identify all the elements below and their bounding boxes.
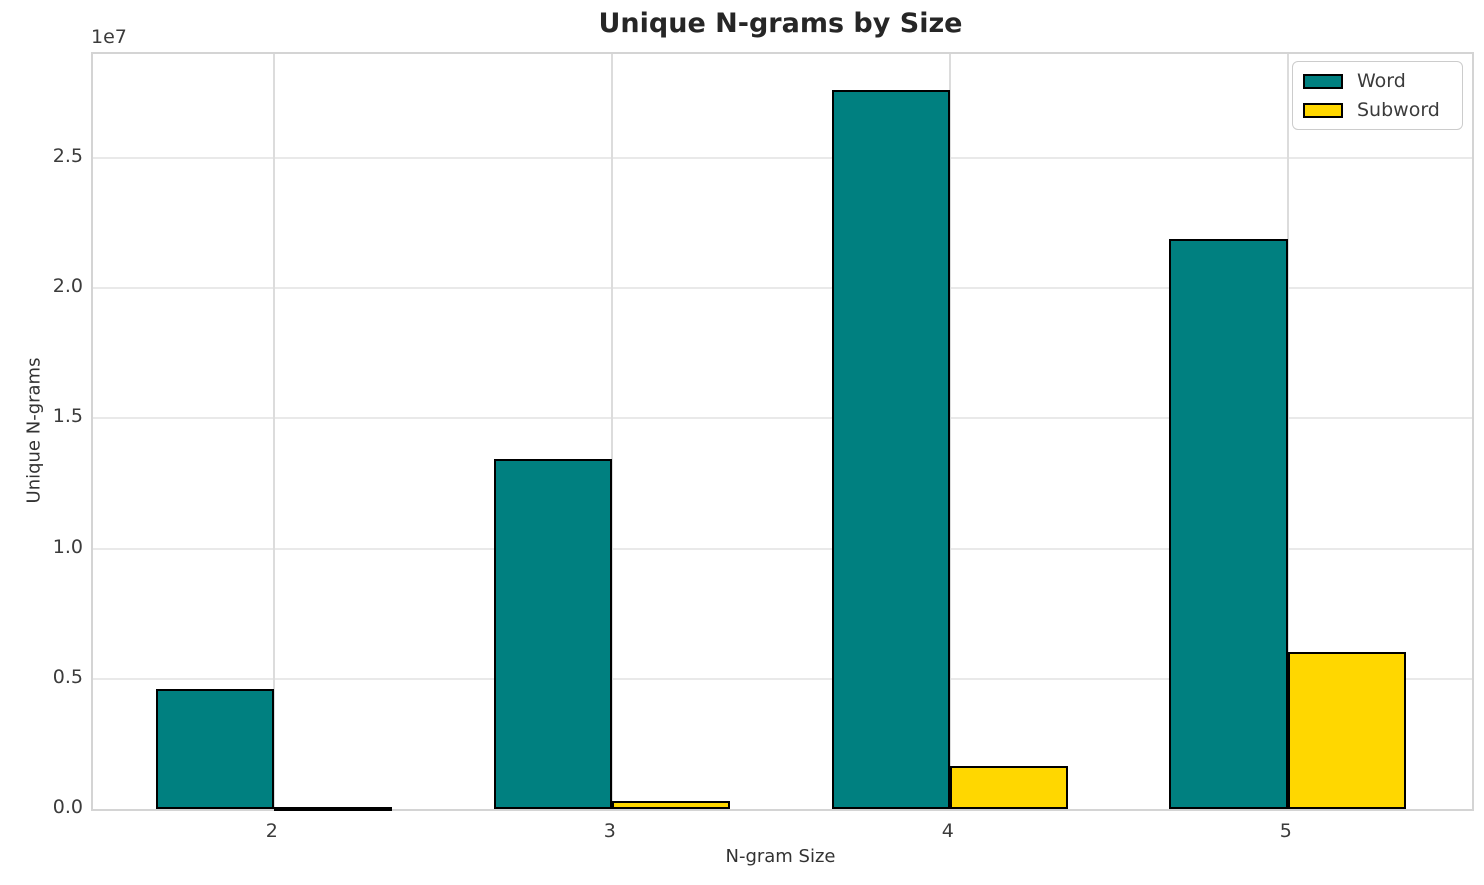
legend-item-subword: Subword [1303,99,1452,121]
x-tick-label: 5 [1279,820,1292,842]
y-tick-label: 2.5 [52,145,83,168]
horizontal-gridline [93,157,1472,160]
bar-subword-2 [273,807,393,811]
bar-subword-4 [949,766,1069,809]
y-tick-label: 1.0 [52,535,83,558]
y-tick-label: 1.5 [52,405,83,428]
x-tick-label: 2 [265,820,278,842]
plot-area [91,52,1474,811]
bar-word-3 [493,458,612,809]
horizontal-gridline [93,547,1472,550]
y-tick-label: 0.5 [52,665,83,688]
legend: Word Subword [1292,61,1463,130]
legend-label-word: Word [1357,70,1406,92]
y-tick-label: 0.0 [52,796,83,818]
vertical-gridline [1286,54,1289,809]
bar-word-5 [1169,238,1288,809]
horizontal-gridline [93,287,1472,290]
legend-item-word: Word [1303,70,1452,92]
y-tick-label: 2.0 [52,275,83,298]
bar-subword-5 [1287,652,1407,809]
word-series-swatch [1303,73,1343,89]
x-axis-label: N-gram Size [725,846,836,867]
horizontal-gridline [93,417,1472,420]
chart-title: Unique N-grams by Size [598,8,963,39]
subword-series-swatch [1303,102,1343,118]
y-axis-label: Unique N-grams [23,357,45,504]
vertical-gridline [610,54,613,809]
vertical-gridline [272,54,275,809]
x-tick-label: 4 [941,820,954,842]
bar-subword-3 [611,801,731,809]
legend-label-subword: Subword [1357,99,1440,121]
vertical-gridline [948,54,951,809]
y-axis-offset-label: 1e7 [91,26,127,48]
x-tick-label: 3 [603,820,616,842]
horizontal-gridline [93,677,1472,680]
bar-word-4 [831,90,950,809]
bar-word-2 [155,689,274,809]
